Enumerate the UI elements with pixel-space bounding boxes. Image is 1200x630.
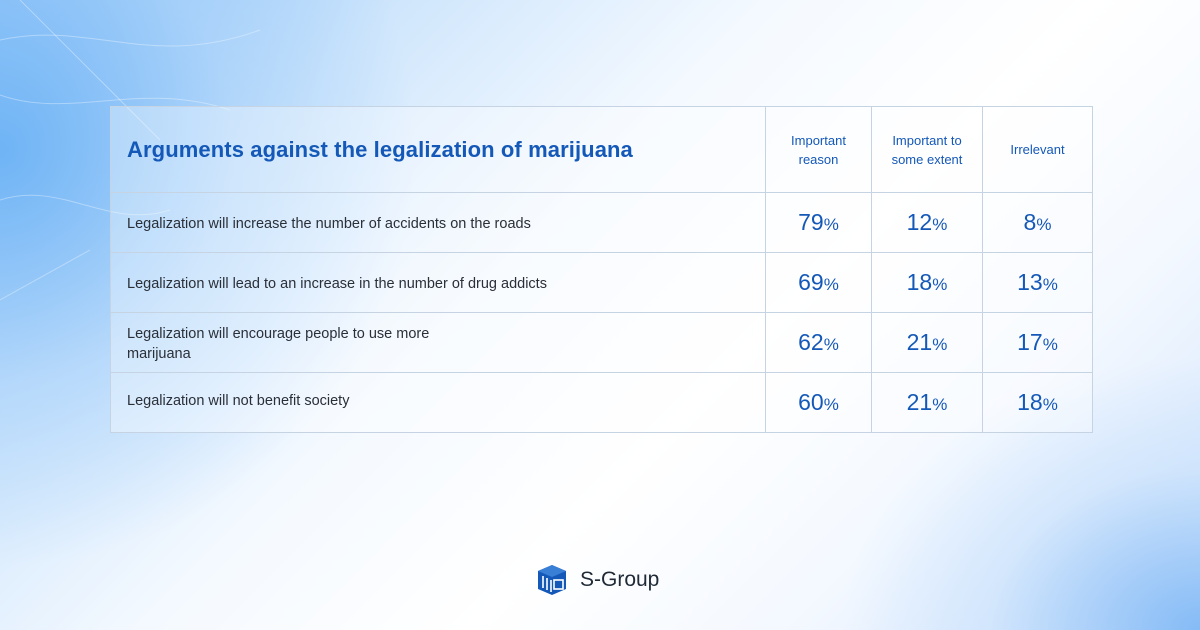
- value-cell: 69%: [798, 269, 839, 295]
- column-header: Irrelevant: [1010, 142, 1065, 157]
- value-cell: 17%: [1017, 329, 1058, 355]
- table-row: Legalization will not benefit society 60…: [111, 373, 1092, 432]
- value-cell: 62%: [798, 329, 839, 355]
- table-header-row: Arguments against the legalization of ma…: [111, 107, 1092, 193]
- value-cell: 60%: [798, 389, 839, 415]
- table-row: Legalization will increase the number of…: [111, 193, 1092, 253]
- argument-label: Legalization will not benefit society: [127, 393, 350, 409]
- argument-label: Legalization will lead to an increase in…: [127, 275, 547, 292]
- column-header: Important to some extent: [891, 132, 963, 167]
- value-cell: 8%: [1023, 209, 1052, 235]
- table-row: Legalization will encourage people to us…: [111, 313, 1092, 373]
- s-group-cube-icon: [538, 565, 566, 595]
- table-row: Legalization will lead to an increase in…: [111, 253, 1092, 313]
- value-cell: 21%: [906, 329, 948, 355]
- argument-label: Legalization will increase the number of…: [127, 215, 531, 232]
- value-cell: 18%: [906, 269, 948, 295]
- value-cell: 79%: [798, 209, 839, 235]
- value-cell: 12%: [906, 209, 948, 235]
- brand-logo: S-Group: [534, 562, 659, 598]
- table-title: Arguments against the legalization of ma…: [127, 136, 633, 162]
- brand-name: S-Group: [580, 568, 660, 591]
- value-cell: 13%: [1017, 269, 1058, 295]
- value-cell: 21%: [906, 389, 948, 415]
- column-header: Important reason: [791, 132, 846, 167]
- argument-label: Legalization will encourage people to us…: [127, 325, 430, 362]
- arguments-table: Arguments against the legalization of ma…: [110, 106, 1093, 433]
- value-cell: 18%: [1017, 389, 1058, 415]
